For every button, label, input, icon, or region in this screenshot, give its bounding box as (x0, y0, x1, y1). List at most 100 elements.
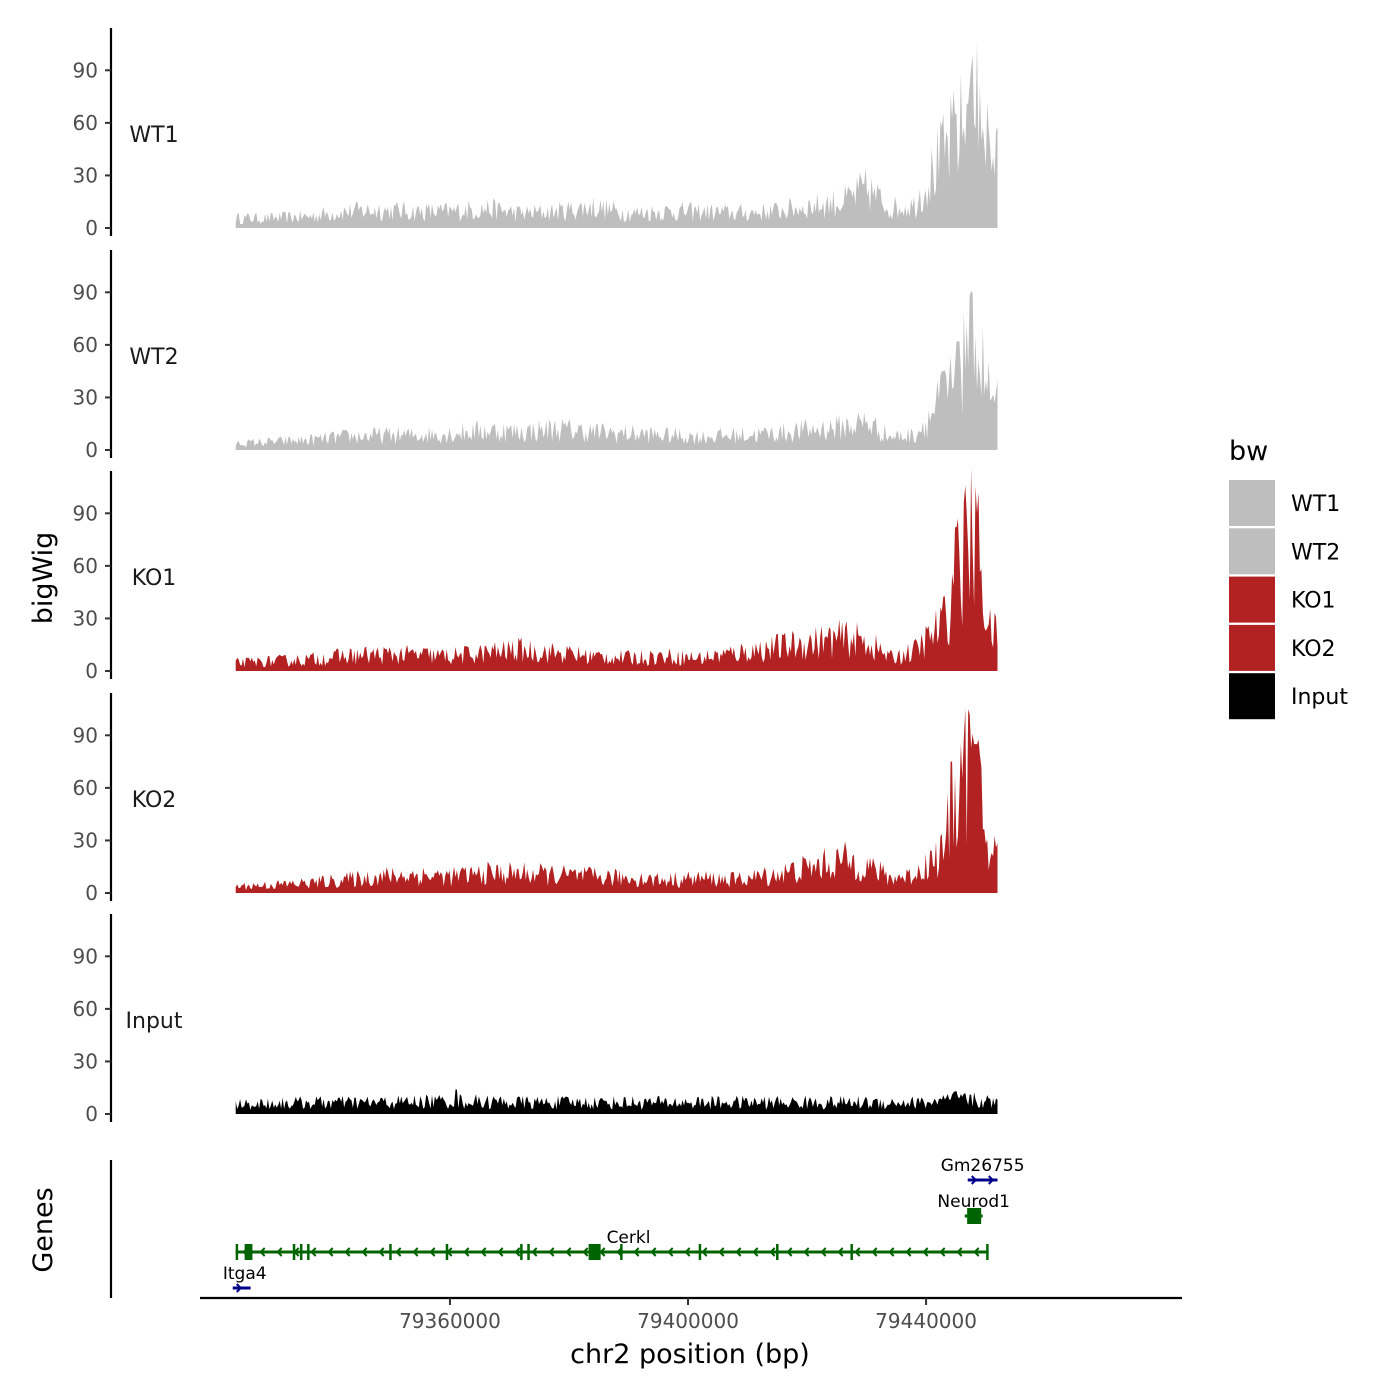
track-label-ko1: KO1 (132, 566, 177, 591)
y-tick-label: 0 (85, 1102, 98, 1126)
gene-label-gm26755: Gm26755 (941, 1156, 1025, 1176)
strand-chevron (378, 1247, 385, 1257)
y-tick-label: 90 (73, 944, 98, 968)
legend-swatch (1229, 576, 1275, 623)
track-label-ko2: KO2 (132, 788, 177, 813)
strand-chevron (514, 1247, 521, 1257)
strand-chevron (276, 1247, 283, 1257)
strand-chevron (888, 1247, 895, 1257)
strand-chevron (395, 1247, 402, 1257)
track-wt1: 0 30 60 90 WT1 (73, 28, 998, 240)
legend-label: KO1 (1291, 589, 1336, 614)
strand-chevron (599, 1247, 606, 1257)
legend: bw WT1 WT2 KO1 KO2 Input (1229, 436, 1348, 720)
strand-chevron (497, 1247, 504, 1257)
legend-item-input: Input (1229, 673, 1348, 720)
gene-neurod1: Neurod1 (937, 1192, 1010, 1224)
strand-chevron (752, 1247, 759, 1257)
strand-chevron (582, 1247, 589, 1257)
strand-chevron (344, 1247, 351, 1257)
legend-item-wt2: WT2 (1229, 528, 1340, 575)
strand-chevron (971, 1175, 978, 1185)
legend-label: Input (1291, 685, 1348, 710)
gene-itga4: Itga4 (223, 1264, 267, 1293)
legend-label: KO2 (1291, 637, 1336, 662)
strand-chevron (803, 1247, 810, 1257)
legend-label: WT1 (1291, 492, 1340, 517)
exon-block (244, 1244, 251, 1260)
strand-chevron (463, 1247, 470, 1257)
strand-chevron (956, 1247, 963, 1257)
y-tick-label: 90 (73, 58, 98, 82)
track-label-input: Input (126, 1009, 183, 1034)
strand-chevron (548, 1247, 555, 1257)
gene-label-neurod1: Neurod1 (937, 1192, 1010, 1212)
genes-panel: Itga4 Cerkl Neurod1 Gm26755 (109, 1156, 1025, 1298)
legend-label: WT2 (1291, 540, 1340, 565)
track-ko1: 0 30 60 90 KO1 (73, 468, 998, 683)
gene-cerkl: Cerkl (235, 1228, 989, 1260)
legend-swatch (1229, 673, 1275, 720)
strand-chevron (650, 1247, 657, 1257)
track-label-wt1: WT1 (129, 123, 178, 148)
strand-chevron (973, 1247, 980, 1257)
track-ko2: 0 30 60 90 KO2 (73, 693, 998, 905)
gene-label-itga4: Itga4 (223, 1264, 267, 1284)
legend-swatch (1229, 480, 1275, 526)
legend-item-ko1: KO1 (1229, 576, 1336, 623)
y-tick-label: 0 (85, 216, 98, 240)
signal-area-wt2 (235, 290, 998, 450)
y-tick-label: 60 (73, 997, 98, 1021)
y-tick-label: 30 (73, 163, 98, 187)
y-tick-label: 30 (73, 606, 98, 630)
x-tick-label: 79400000 (637, 1309, 739, 1333)
y-tick-label: 60 (73, 111, 98, 135)
strand-chevron (565, 1247, 572, 1257)
strand-chevron (259, 1247, 266, 1257)
strand-chevron (854, 1247, 861, 1257)
x-tick-label: 79440000 (875, 1309, 977, 1333)
gene-gm26755: Gm26755 (941, 1156, 1025, 1185)
y-tick-label: 0 (85, 659, 98, 683)
y-tick-label: 60 (73, 554, 98, 578)
strand-chevron (905, 1247, 912, 1257)
legend-item-ko2: KO2 (1229, 624, 1336, 671)
track-input: 0 30 60 90 Input (73, 914, 998, 1126)
legend-title: bw (1229, 436, 1268, 467)
y-tick-label: 30 (73, 385, 98, 409)
genes-axis-title: Genes (28, 1187, 59, 1272)
strand-chevron (667, 1247, 674, 1257)
strand-chevron (820, 1247, 827, 1257)
y-tick-label: 0 (85, 881, 98, 905)
strand-chevron (633, 1247, 640, 1257)
exon-block (967, 1208, 982, 1224)
strand-chevron (429, 1247, 436, 1257)
track-wt2: 0 30 60 90 WT2 (73, 250, 998, 462)
strand-chevron (939, 1247, 946, 1257)
strand-chevron (480, 1247, 487, 1257)
legend-swatch (1229, 624, 1275, 671)
track-label-wt2: WT2 (129, 345, 178, 370)
signal-area-input (235, 1089, 998, 1114)
strand-chevron (310, 1247, 317, 1257)
exon-block (588, 1244, 601, 1260)
x-axis: 79360000 79400000 79440000 (200, 1296, 1182, 1333)
y-tick-label: 60 (73, 333, 98, 357)
signal-area-ko1 (235, 468, 998, 671)
x-axis-title: chr2 position (bp) (570, 1339, 810, 1370)
strand-chevron (837, 1247, 844, 1257)
signal-area-wt1 (235, 40, 998, 229)
strand-chevron (236, 1283, 243, 1293)
x-tick-label: 79360000 (399, 1309, 501, 1333)
legend-swatch (1229, 528, 1275, 575)
legend-item-wt1: WT1 (1229, 480, 1340, 526)
strand-chevron (786, 1247, 793, 1257)
y-tick-label: 90 (73, 501, 98, 525)
strand-chevron (327, 1247, 334, 1257)
strand-chevron (922, 1247, 929, 1257)
y-tick-label: 0 (85, 438, 98, 462)
strand-chevron (769, 1247, 776, 1257)
signal-tracks: 0 30 60 90 WT1 0 30 60 90 WT2 0 30 60 90 KO1 0 30 60 90 KO2… (73, 28, 998, 1126)
y-tick-label: 90 (73, 280, 98, 304)
